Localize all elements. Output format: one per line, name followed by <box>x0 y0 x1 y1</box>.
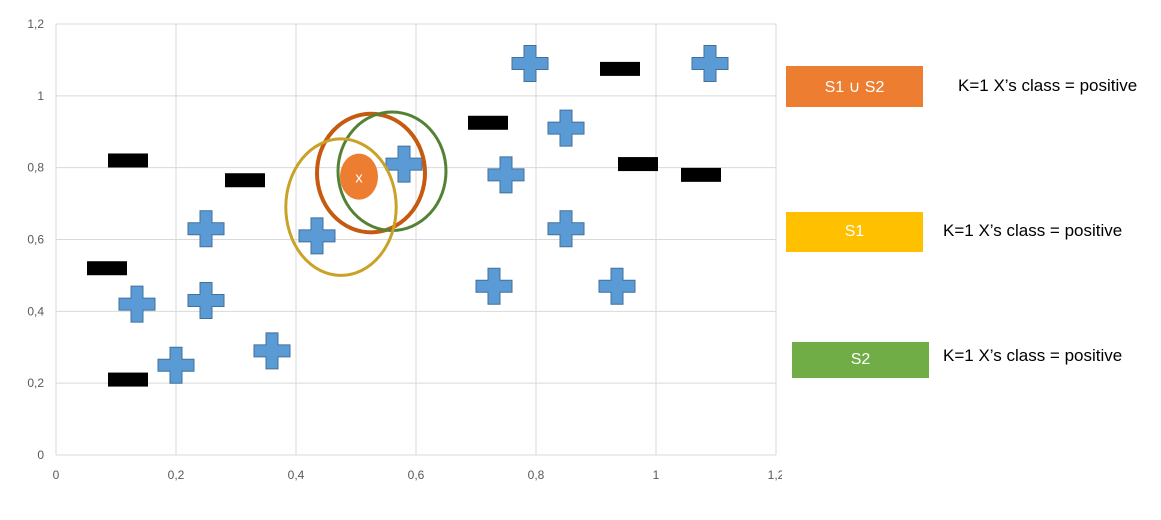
query-point-label: x <box>355 170 363 187</box>
neighborhood-ellipse <box>284 137 398 277</box>
query-point <box>340 153 378 200</box>
positive-point-plus <box>487 156 525 194</box>
positive-point-plus <box>187 210 225 248</box>
x-tick-label: 0 <box>53 468 60 482</box>
negative-point-minus <box>600 61 640 76</box>
negative-point-minus <box>468 115 508 130</box>
y-tick-label: 0,8 <box>27 161 44 175</box>
positive-point-plus <box>691 45 729 83</box>
x-tick-label: 1,2 <box>768 468 782 482</box>
positive-point-plus <box>385 145 423 183</box>
y-tick-label: 1 <box>37 89 44 103</box>
neighborhood-ellipse <box>315 111 427 235</box>
negative-point-minus <box>108 372 148 387</box>
positive-point-plus <box>511 45 549 83</box>
positive-point-plus <box>475 267 513 305</box>
legend-description-s1: K=1 X’s class = positive <box>943 221 1123 240</box>
negative-point-minus <box>618 157 658 172</box>
legend-box-s2: S2 <box>792 342 929 378</box>
y-tick-label: 0,6 <box>27 233 44 247</box>
legend-description-s2: K=1 X’s class = positive <box>943 346 1123 365</box>
y-tick-label: 0,2 <box>27 376 44 390</box>
positive-point-plus <box>547 210 585 248</box>
positive-point-plus <box>253 332 291 370</box>
positive-point-plus <box>598 267 636 305</box>
x-tick-label: 0,4 <box>288 468 305 482</box>
x-tick-label: 0,8 <box>528 468 545 482</box>
legend-label-s2: S2 <box>850 351 871 368</box>
positive-point-plus <box>547 109 585 147</box>
legend-label-s1: S1 <box>844 223 865 240</box>
x-tick-label: 1 <box>653 468 660 482</box>
y-tick-label: 0 <box>37 448 44 462</box>
x-tick-label: 0,6 <box>408 468 425 482</box>
negative-point-minus <box>108 153 148 168</box>
negative-point-minus <box>225 173 265 188</box>
x-tick-label: 0,2 <box>168 468 185 482</box>
positive-point-plus <box>187 282 225 320</box>
y-tick-label: 1,2 <box>27 17 44 31</box>
legend-description-union: K=1 X’s class = positive <box>958 76 1138 95</box>
positive-point-plus <box>157 346 195 384</box>
legend-label-union: S1 ∪ S2 <box>824 78 885 96</box>
y-tick-label: 0,4 <box>27 304 44 318</box>
scatter-chart: 0 0,2 0,4 0,6 0,8 1 1,2 0 0,2 0,4 0,6 0,8 1 1,2 x <box>27 17 782 482</box>
negative-point-minus <box>681 167 721 182</box>
legend-box-union: S1 ∪ S2 <box>786 66 923 107</box>
negative-point-minus <box>87 261 127 276</box>
positive-point-plus <box>298 217 336 255</box>
positive-point-plus <box>118 285 156 323</box>
legend-box-s1: S1 <box>786 212 923 252</box>
